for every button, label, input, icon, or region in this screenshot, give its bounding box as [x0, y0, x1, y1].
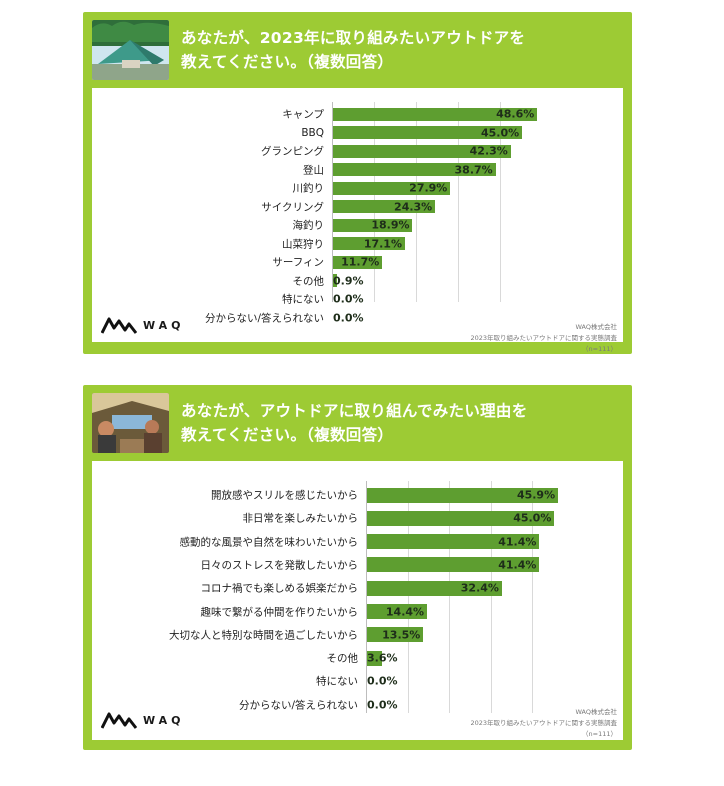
- data-label: 13.5%: [382, 628, 421, 642]
- bar: [367, 650, 382, 666]
- source-note: WAQ株式会社 2023年取り組みたいアウトドアに関する実態調査 （n=111）: [470, 322, 617, 355]
- data-label: 14.4%: [385, 605, 425, 618]
- category-label: サーフィン: [272, 256, 324, 269]
- logo-text: WAQ: [143, 318, 185, 332]
- bar: [367, 580, 502, 596]
- waq-logo: WAQ: [101, 316, 185, 334]
- bar: [367, 627, 424, 643]
- category-label: その他: [326, 652, 359, 665]
- logo-text: WAQ: [143, 713, 185, 727]
- source-survey: 2023年取り組みたいアウトドアに関する実態調査: [470, 334, 617, 342]
- source-company: WAQ株式会社: [575, 323, 617, 331]
- category-label: 非日常を楽しみたいから: [242, 512, 359, 525]
- category-label: 山菜狩り: [282, 238, 324, 250]
- outdoor-friends-photo: [92, 393, 169, 453]
- bar: [367, 534, 540, 550]
- y-axis-line: [332, 102, 333, 302]
- bar: [333, 144, 511, 158]
- category-label: 趣味で繋がる仲間を作りたいから: [200, 606, 359, 618]
- category-label: サイクリング: [261, 201, 324, 213]
- category-label: 感動的な風景や自然を味わいたいから: [179, 536, 359, 549]
- bar: [333, 255, 383, 269]
- waq-mountain-logo-icon: [101, 317, 137, 334]
- data-label: 45.9%: [516, 488, 556, 502]
- gridline: [500, 102, 501, 302]
- category-label: キャンプ: [282, 108, 324, 121]
- data-label: 27.9%: [409, 181, 448, 195]
- gridline: [490, 481, 492, 713]
- data-label: 24.3%: [394, 200, 433, 213]
- bar: [367, 510, 555, 526]
- data-label: 41.4%: [498, 535, 537, 549]
- waq-mountain-logo-icon: [101, 712, 137, 729]
- y-axis-line: [366, 481, 367, 713]
- chart-area: WAQ WAQ株式会社 2023年取り組みたいアウトドアに関する実態調査 （n=…: [92, 461, 623, 740]
- category-label: 海釣り: [292, 219, 325, 232]
- data-label: 11.7%: [341, 255, 380, 269]
- chart-title: あなたが、2023年に取り組みたいアウトドアを 教えてください。（複数回答）: [181, 29, 526, 71]
- gridline: [458, 102, 459, 302]
- chart-panel-2: あなたが、アウトドアに取り組んでみたい理由を 教えてください。（複数回答） WA…: [83, 385, 632, 750]
- source-survey: 2023年取り組みたいアウトドアに関する実態調査: [470, 719, 617, 727]
- chart-title: あなたが、アウトドアに取り組んでみたい理由を 教えてください。（複数回答）: [181, 402, 528, 444]
- category-label: 川釣り: [292, 182, 325, 195]
- data-label: 42.3%: [469, 144, 508, 158]
- data-label: 45.0%: [481, 126, 520, 139]
- category-label: 特にない: [316, 675, 358, 688]
- bar: [367, 557, 540, 573]
- category-label: 登山: [303, 164, 324, 176]
- source-company: WAQ株式会社: [575, 708, 617, 716]
- chart-panel-1: あなたが、2023年に取り組みたいアウトドアを 教えてください。（複数回答） W…: [83, 12, 632, 354]
- bar: [367, 604, 427, 619]
- data-label: 32.4%: [460, 581, 499, 595]
- bar: [333, 237, 405, 250]
- gridline: [407, 481, 409, 713]
- data-label: 18.9%: [371, 218, 410, 232]
- bar: [333, 126, 522, 139]
- chart-area: WAQ WAQ株式会社 2023年取り組みたいアウトドアに関する実態調査 （n=…: [92, 88, 623, 353]
- bar: [333, 218, 413, 232]
- data-label: 0.0%: [367, 674, 398, 688]
- gridline: [449, 481, 451, 713]
- category-label: その他: [292, 275, 325, 287]
- category-label: 日々のストレスを発散したいから: [200, 559, 359, 572]
- category-label: 大切な人と特別な時間を過ごしたいから: [169, 629, 358, 642]
- gridline: [532, 481, 534, 713]
- camping-tent-photo: [92, 20, 169, 80]
- category-label: 開放感やスリルを感じたいから: [211, 489, 358, 502]
- data-label: 0.0%: [333, 311, 364, 324]
- bar: [333, 163, 496, 176]
- data-label: 38.7%: [454, 163, 493, 176]
- data-label: 48.6%: [496, 107, 535, 121]
- category-label: BBQ: [301, 126, 324, 139]
- source-sample-size: （n=111）: [582, 345, 617, 353]
- bar: [367, 487, 558, 503]
- data-label: 3.6%: [367, 651, 398, 665]
- bar: [333, 274, 337, 287]
- source-note: WAQ株式会社 2023年取り組みたいアウトドアに関する実態調査 （n=111）: [470, 707, 617, 740]
- data-label: 0.0%: [367, 698, 398, 712]
- category-label: 分からない/答えられない: [238, 699, 358, 712]
- bar: [333, 181, 451, 195]
- bar: [333, 107, 538, 121]
- data-label: 45.0%: [513, 511, 552, 525]
- data-label: 0.0%: [333, 292, 364, 306]
- bar: [333, 200, 436, 213]
- data-label: 17.1%: [363, 237, 402, 250]
- category-label: 特にない: [282, 293, 324, 306]
- category-label: コロナ禍でも楽しめる娯楽だから: [200, 582, 359, 595]
- category-label: 分からない/答えられない: [204, 312, 324, 324]
- data-label: 0.9%: [333, 274, 364, 287]
- source-sample-size: （n=111）: [582, 730, 617, 738]
- data-label: 41.4%: [498, 558, 537, 572]
- category-label: グランピング: [261, 145, 324, 158]
- waq-logo: WAQ: [101, 711, 185, 729]
